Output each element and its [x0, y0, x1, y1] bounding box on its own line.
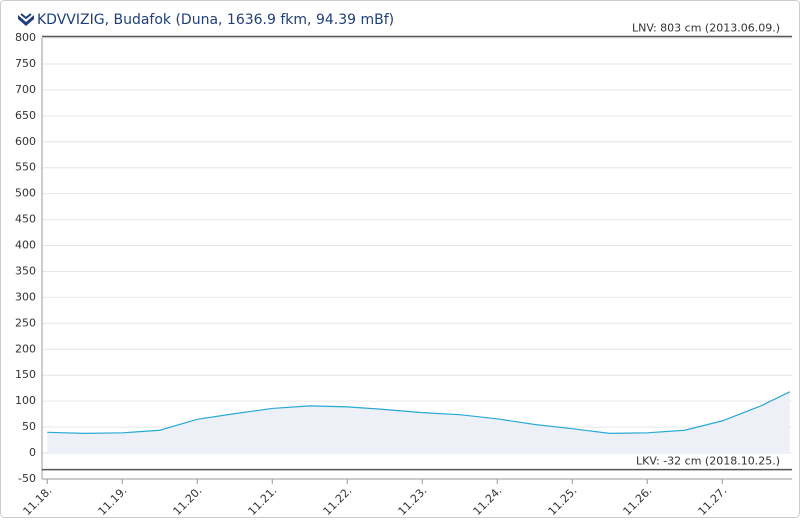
reference-label: LNV: 803 cm (2013.06.09.) [632, 21, 780, 34]
y-tick-label: 400 [15, 239, 36, 252]
area [47, 391, 790, 454]
y-tick-label: 0 [29, 446, 36, 459]
y-tick-label: 100 [15, 394, 36, 407]
y-tick-label: 700 [15, 83, 36, 96]
y-tick-label: -50 [18, 472, 36, 485]
y-tick-label: 550 [15, 161, 36, 174]
y-tick-label: 250 [15, 316, 36, 329]
y-tick-label: 800 [15, 31, 36, 44]
reference-label: LKV: -32 cm (2018.10.25.) [636, 455, 780, 468]
y-tick-label: 750 [15, 57, 36, 70]
y-tick-label: 300 [15, 290, 36, 303]
line [47, 391, 791, 434]
y-tick-label: 200 [15, 342, 36, 355]
y-tick-label: 600 [15, 135, 36, 148]
y-tick-label: 150 [15, 368, 36, 381]
y-tick-label: 650 [15, 109, 36, 122]
y-tick-label: 350 [15, 264, 36, 277]
y-tick-label: 450 [15, 213, 36, 226]
y-tick-label: 50 [22, 420, 36, 433]
chart-title: KDVVIZIG, Budafok (Duna, 1636.9 fkm, 94.… [37, 12, 394, 28]
logo [18, 13, 34, 26]
y-tick-label: 500 [15, 187, 36, 200]
